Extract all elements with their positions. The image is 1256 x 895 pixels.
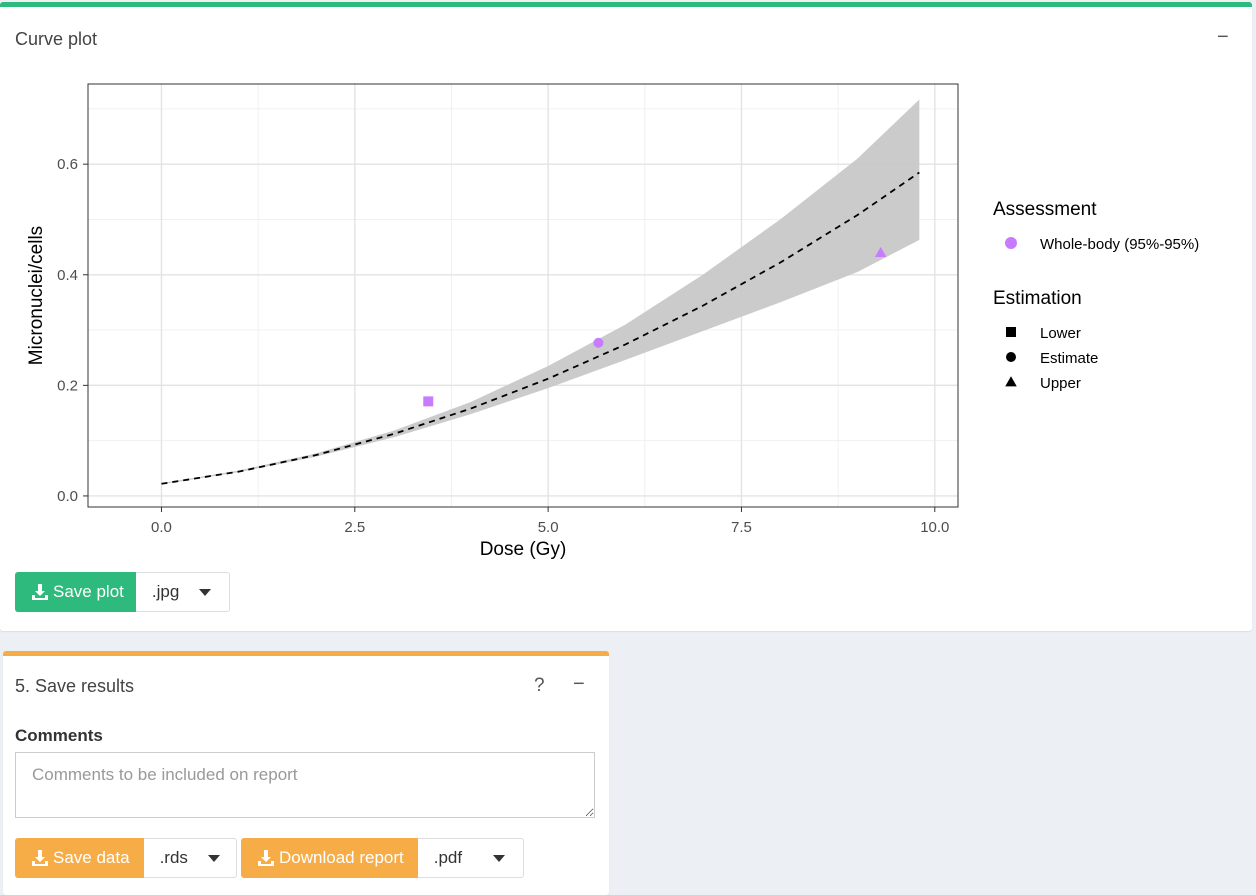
plot-format-value: .jpg (151, 582, 180, 601)
y-tick-label: 0.0 (57, 488, 78, 505)
download-report-button[interactable]: Download report (241, 838, 418, 878)
comments-field[interactable] (15, 752, 595, 818)
minus-icon[interactable]: − (1217, 26, 1229, 48)
x-tick-label: 5.0 (538, 519, 559, 536)
plot-format-select[interactable]: .jpg (135, 572, 230, 612)
y-tick-label: 0.4 (57, 267, 78, 284)
legend-key-circle (1006, 352, 1016, 362)
download-icon (31, 583, 49, 601)
download-report-group: Download report .pdf (241, 838, 524, 878)
save-plot-group: Save plot .jpg (15, 572, 230, 612)
minus-icon[interactable]: − (573, 673, 585, 695)
save-data-group: Save data .rds (15, 838, 237, 878)
legend-label: Whole-body (95%-95%) (1040, 236, 1199, 253)
caret-down-icon (199, 588, 212, 596)
legend-title: Estimation (993, 288, 1082, 309)
x-tick-label: 10.0 (920, 519, 949, 536)
curve-plot-title: Curve plot (15, 29, 98, 49)
curve-chart: 0.0 2.5 5.0 7.5 10.0 0.0 0.2 0.4 0.6 Dose (Gy) Mic… (26, 83, 1199, 560)
legend-label: Estimate (1040, 350, 1098, 367)
caret-down-icon (207, 854, 220, 862)
point-estimate (593, 337, 604, 348)
legend-title: Assessment (993, 199, 1097, 220)
save-plot-label: Save plot (53, 582, 124, 601)
point-upper (874, 246, 887, 257)
download-icon (257, 849, 275, 867)
y-tick-label: 0.6 (57, 156, 78, 173)
comments-label: Comments (15, 726, 103, 745)
y-tick-label: 0.2 (57, 377, 78, 394)
data-format-value: .rds (159, 848, 188, 867)
download-icon (31, 849, 49, 867)
download-report-label: Download report (279, 848, 404, 867)
y-axis-title: Micronuclei/cells (26, 226, 47, 365)
report-format-value: .pdf (433, 848, 463, 867)
legend-label: Upper (1040, 375, 1081, 392)
curve-plot-box: Curve plot − 0.0 2.5 5.0 7.5 10.0 0.0 0.2 0.4 0.… (0, 2, 1252, 631)
caret-down-icon (492, 854, 505, 862)
point-lower (423, 396, 434, 407)
x-tick-label: 0.0 (151, 519, 172, 536)
estimate-curve (161, 171, 920, 485)
save-plot-button[interactable]: Save plot (15, 572, 136, 612)
data-format-select[interactable]: .rds (143, 838, 237, 878)
legend-key-square (1006, 327, 1016, 337)
confidence-band (161, 99, 920, 485)
plot-panel (88, 84, 958, 507)
legend-key-circle (1005, 237, 1017, 249)
legend-label: Lower (1040, 325, 1081, 342)
save-data-button[interactable]: Save data (15, 838, 144, 878)
x-tick-label: 2.5 (344, 519, 365, 536)
x-tick-label: 7.5 (731, 519, 752, 536)
save-results-title: 5. Save results (15, 676, 135, 696)
x-axis-title: Dose (Gy) (480, 539, 567, 560)
save-data-label: Save data (53, 848, 130, 867)
legend-key-triangle (1005, 376, 1017, 387)
save-results-box: 5. Save results ? − Comments Save data .… (3, 651, 609, 895)
plot-border (87, 83, 959, 508)
report-format-select[interactable]: .pdf (417, 838, 524, 878)
help-icon[interactable]: ? (534, 675, 545, 696)
